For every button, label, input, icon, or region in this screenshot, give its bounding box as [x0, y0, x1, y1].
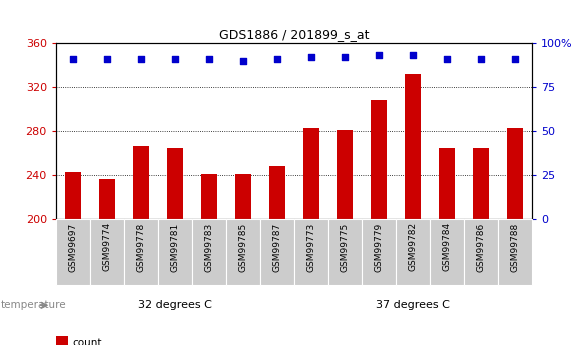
Text: count: count — [72, 338, 102, 345]
Bar — [56, 336, 68, 345]
Bar — [133, 147, 149, 219]
Bar — [56, 219, 90, 285]
Bar — [65, 172, 81, 219]
Text: GSM99786: GSM99786 — [477, 222, 486, 272]
Bar — [99, 179, 115, 219]
Text: 37 degrees C: 37 degrees C — [376, 300, 450, 310]
Bar — [439, 148, 455, 219]
Point — [510, 56, 520, 62]
Point — [238, 58, 248, 63]
Bar — [464, 219, 498, 285]
Text: GSM99773: GSM99773 — [306, 222, 316, 272]
Bar — [396, 219, 430, 285]
Text: GSM99783: GSM99783 — [205, 222, 213, 272]
Bar — [430, 219, 464, 285]
Point — [306, 55, 316, 60]
Bar — [405, 74, 421, 219]
Bar — [235, 174, 250, 219]
Bar — [269, 166, 285, 219]
Text: temperature: temperature — [1, 300, 66, 310]
Bar — [192, 219, 226, 285]
Bar — [473, 148, 489, 219]
Point — [102, 56, 112, 62]
Text: GSM99697: GSM99697 — [68, 222, 78, 272]
Point — [136, 56, 146, 62]
Point — [476, 56, 486, 62]
Text: GSM99781: GSM99781 — [171, 222, 179, 272]
Text: GSM99778: GSM99778 — [136, 222, 145, 272]
Bar — [124, 219, 158, 285]
Bar — [338, 130, 353, 219]
Text: GSM99782: GSM99782 — [409, 222, 417, 272]
Point — [442, 56, 452, 62]
Point — [375, 53, 384, 58]
Point — [272, 56, 282, 62]
Point — [171, 56, 180, 62]
Point — [408, 53, 417, 58]
Bar — [507, 128, 523, 219]
Bar — [372, 100, 387, 219]
Bar — [158, 219, 192, 285]
Bar — [498, 219, 532, 285]
Bar — [226, 219, 260, 285]
Text: GSM99788: GSM99788 — [510, 222, 520, 272]
Bar — [362, 219, 396, 285]
Bar — [90, 219, 124, 285]
Point — [68, 56, 78, 62]
Bar — [328, 219, 362, 285]
Text: GSM99785: GSM99785 — [239, 222, 248, 272]
Text: GSM99784: GSM99784 — [443, 222, 452, 272]
Text: GSM99779: GSM99779 — [375, 222, 383, 272]
Bar — [260, 219, 294, 285]
Bar — [303, 128, 319, 219]
Title: GDS1886 / 201899_s_at: GDS1886 / 201899_s_at — [219, 28, 369, 41]
Point — [204, 56, 213, 62]
Text: GSM99775: GSM99775 — [340, 222, 349, 272]
Bar — [201, 174, 216, 219]
Bar — [167, 148, 183, 219]
Point — [340, 55, 350, 60]
Text: GSM99774: GSM99774 — [102, 222, 111, 272]
Text: 32 degrees C: 32 degrees C — [138, 300, 212, 310]
Text: GSM99787: GSM99787 — [272, 222, 282, 272]
Bar — [294, 219, 328, 285]
